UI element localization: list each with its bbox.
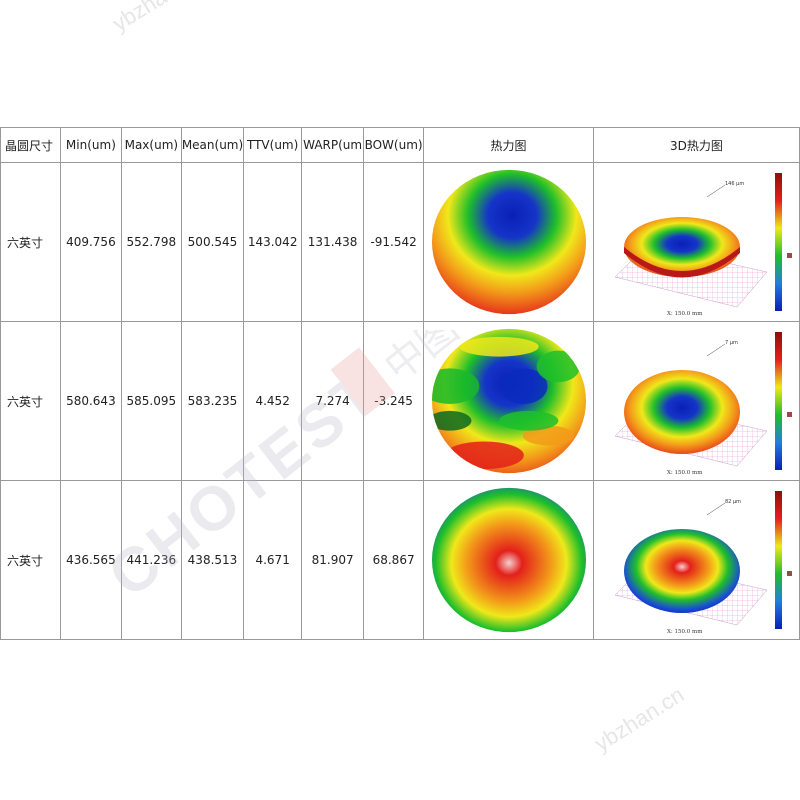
cell-heatmap — [423, 321, 594, 481]
cell-mean: 583.235 — [180, 321, 245, 481]
header-bow: BOW(um) — [363, 127, 425, 163]
header-warp: WARP(um — [301, 127, 365, 163]
cell-3d-heatmap: 7 µm X: 150.0 mm — [593, 321, 800, 481]
table-row: 六英寸 436.565 441.236 438.513 4.671 81.907 68.86… — [0, 480, 800, 640]
peak-label: 82 µm — [725, 499, 741, 505]
header-heatmap: 热力图 — [423, 127, 594, 163]
x-axis-label: X: 150.0 mm — [667, 629, 703, 635]
header-mean: Mean(um) — [180, 127, 245, 163]
cell-warp: 7.274 — [301, 321, 365, 481]
header-max: Max(um) — [120, 127, 182, 163]
cell-ttv: 143.042 — [243, 162, 303, 322]
table-row: 六英寸 409.756 552.798 500.545 143.042 131.438 -9… — [0, 162, 800, 322]
cell-max: 585.095 — [120, 321, 182, 481]
watermark-bottom: ybzhan.cn — [590, 681, 689, 757]
cell-bow: -91.542 — [363, 162, 425, 322]
cell-ttv: 4.452 — [243, 321, 303, 481]
cell-max: 552.798 — [120, 162, 182, 322]
wafer-measurement-table: 晶圆尺寸 Min(um) Max(um) Mean(um) TTV(um) WA… — [0, 127, 800, 640]
cell-ttv: 4.671 — [243, 480, 303, 640]
cell-wafer-size: 六英寸 — [0, 162, 61, 322]
header-3d-heatmap: 3D热力图 — [593, 127, 800, 163]
header-min: Min(um) — [59, 127, 122, 163]
heatmap-3d: 82 µm X: 150.0 mm — [614, 491, 792, 635]
x-axis-label: X: 150.0 mm — [667, 470, 703, 476]
cell-warp: 81.907 — [301, 480, 365, 640]
heatmap-2d — [431, 169, 586, 315]
cell-heatmap — [423, 162, 594, 322]
watermark-top: ybzhan.cn — [108, 0, 207, 37]
heatmap-2d — [431, 328, 586, 474]
cell-wafer-size: 六英寸 — [0, 480, 61, 640]
heatmap-2d — [431, 487, 586, 633]
cell-3d-heatmap: 146 µm X: 150.0 mm — [593, 162, 800, 322]
cell-bow: -3.245 — [363, 321, 425, 481]
cell-max: 441.236 — [120, 480, 182, 640]
cell-mean: 438.513 — [180, 480, 245, 640]
heatmap-3d: 7 µm X: 150.0 mm — [614, 332, 792, 476]
cell-wafer-size: 六英寸 — [0, 321, 61, 481]
cell-min: 409.756 — [59, 162, 122, 322]
cell-bow: 68.867 — [363, 480, 425, 640]
cell-warp: 131.438 — [301, 162, 365, 322]
table-row: 六英寸 580.643 585.095 583.235 4.452 7.274 -3.245… — [0, 321, 800, 481]
heatmap-3d: 146 µm X: 150.0 mm — [614, 173, 792, 317]
x-axis-label: X: 150.0 mm — [667, 311, 703, 317]
cell-min: 436.565 — [59, 480, 122, 640]
cell-heatmap — [423, 480, 594, 640]
peak-label: 7 µm — [725, 340, 738, 346]
peak-label: 146 µm — [725, 181, 744, 187]
cell-mean: 500.545 — [180, 162, 245, 322]
header-ttv: TTV(um) — [243, 127, 303, 163]
cell-min: 580.643 — [59, 321, 122, 481]
header-row: 晶圆尺寸 Min(um) Max(um) Mean(um) TTV(um) WA… — [0, 127, 800, 163]
cell-3d-heatmap: 82 µm X: 150.0 mm — [593, 480, 800, 640]
header-size: 晶圆尺寸 — [0, 127, 61, 163]
